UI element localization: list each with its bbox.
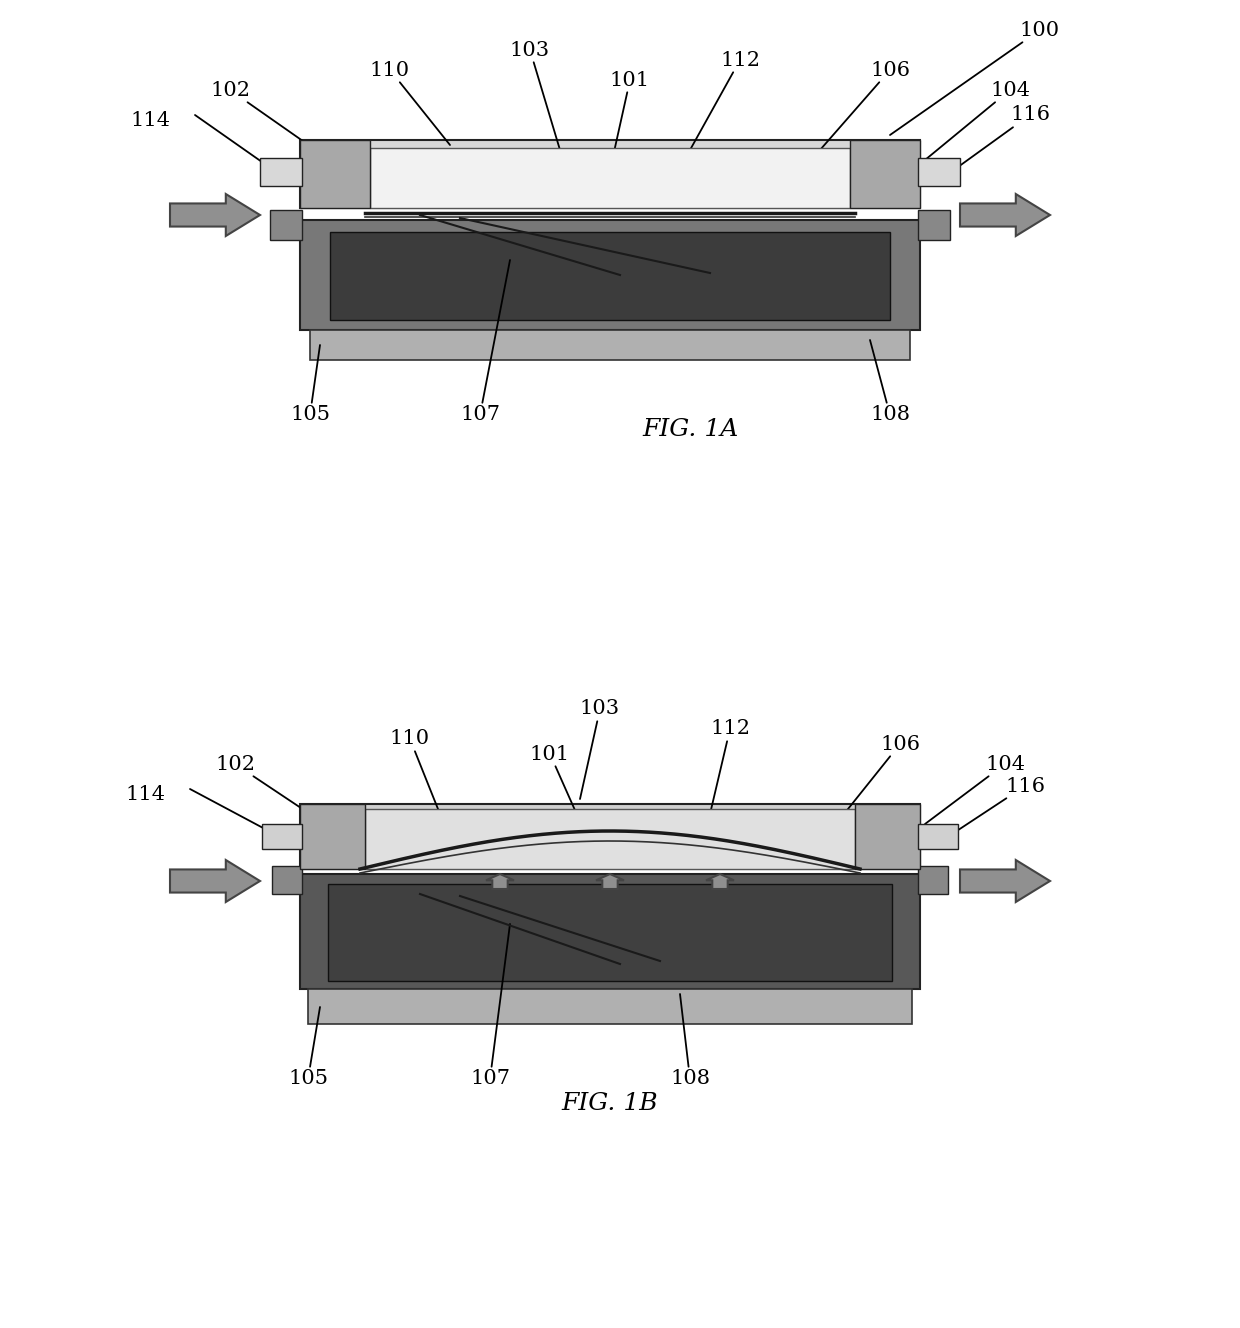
- Text: 101: 101: [608, 70, 650, 169]
- Text: 110: 110: [370, 61, 450, 145]
- Text: 116: 116: [940, 777, 1045, 842]
- Bar: [262, 823, 303, 849]
- Text: 114: 114: [130, 110, 170, 130]
- Polygon shape: [960, 194, 1050, 236]
- Bar: [849, 139, 920, 208]
- Text: 102: 102: [210, 81, 330, 159]
- Bar: [270, 210, 303, 240]
- Text: 110: 110: [389, 729, 440, 814]
- Bar: [300, 139, 920, 208]
- Bar: [308, 989, 911, 1024]
- Text: 107: 107: [460, 260, 510, 425]
- Text: 106: 106: [839, 734, 920, 819]
- Polygon shape: [960, 861, 1050, 902]
- Text: 107: 107: [470, 924, 510, 1089]
- Bar: [856, 803, 920, 869]
- Text: 112: 112: [711, 720, 750, 814]
- Text: 104: 104: [925, 81, 1030, 159]
- Polygon shape: [706, 874, 734, 888]
- Bar: [260, 158, 303, 186]
- Bar: [365, 809, 856, 869]
- Polygon shape: [486, 874, 515, 888]
- Bar: [272, 866, 303, 894]
- Text: 100: 100: [890, 20, 1060, 135]
- Bar: [370, 147, 849, 208]
- Text: 105: 105: [288, 1007, 329, 1089]
- Text: 103: 103: [580, 700, 620, 799]
- Text: 103: 103: [510, 40, 560, 150]
- Text: 114: 114: [125, 785, 165, 803]
- Bar: [918, 823, 959, 849]
- Text: 108: 108: [670, 993, 711, 1089]
- Bar: [329, 884, 892, 981]
- Text: FIG. 1A: FIG. 1A: [642, 418, 738, 441]
- Bar: [300, 220, 920, 329]
- Text: 104: 104: [925, 754, 1025, 823]
- Text: 101: 101: [529, 745, 589, 842]
- Bar: [918, 866, 949, 894]
- Text: 102: 102: [215, 754, 325, 823]
- Text: 105: 105: [290, 345, 330, 425]
- Text: 112: 112: [689, 50, 760, 150]
- Bar: [300, 874, 920, 989]
- Text: 106: 106: [820, 61, 910, 150]
- Text: 108: 108: [870, 340, 910, 425]
- Bar: [310, 329, 910, 360]
- Bar: [300, 803, 920, 869]
- Bar: [330, 232, 890, 320]
- Polygon shape: [170, 861, 260, 902]
- Polygon shape: [596, 874, 624, 888]
- Bar: [918, 210, 950, 240]
- Text: FIG. 1B: FIG. 1B: [562, 1093, 658, 1116]
- Polygon shape: [170, 194, 260, 236]
- Bar: [300, 139, 370, 208]
- Bar: [918, 158, 960, 186]
- Bar: [300, 803, 365, 869]
- Text: 116: 116: [940, 105, 1050, 181]
